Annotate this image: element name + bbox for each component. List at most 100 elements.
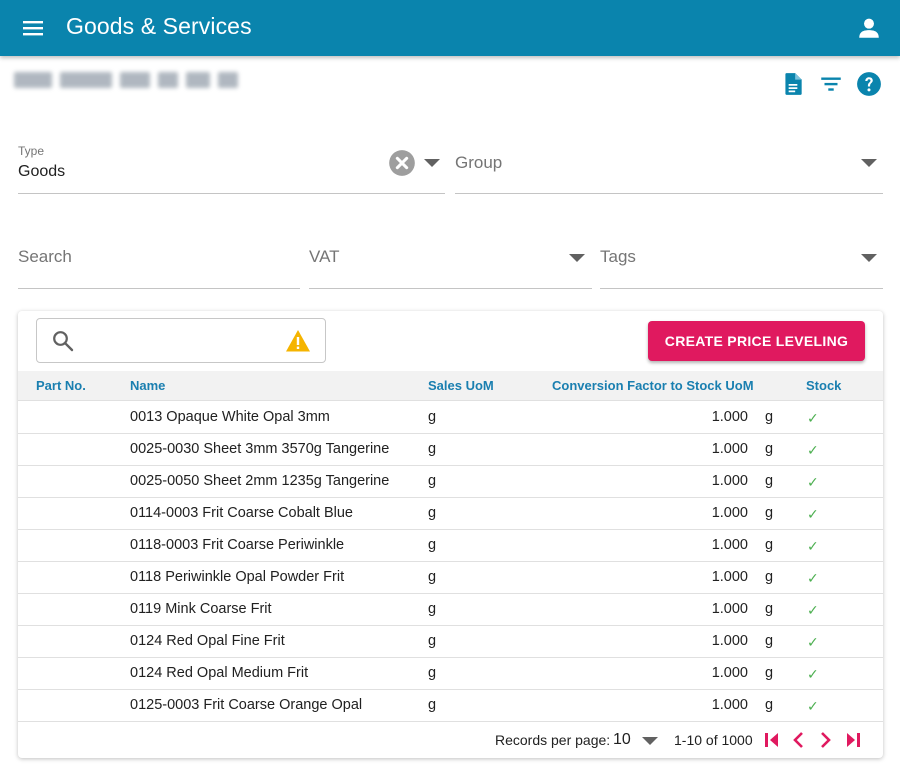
cell-conversion-factor: 1.000 xyxy=(711,601,748,617)
cell-conversion-factor: 1.000 xyxy=(711,569,748,585)
group-placeholder: Group xyxy=(455,153,503,172)
cell-stock-uom: g xyxy=(765,633,774,649)
vat-dropdown-icon[interactable] xyxy=(569,254,585,262)
column-header-stock[interactable]: Stock xyxy=(806,378,842,393)
cell-name: 0124 Red Opal Fine Frit xyxy=(130,633,285,649)
stock-check-icon: ✓ xyxy=(807,410,819,426)
cell-stock-uom: g xyxy=(765,537,774,553)
cell-name: 0013 Opaque White Opal 3mm xyxy=(130,409,330,425)
document-icon[interactable] xyxy=(780,71,806,97)
menu-icon[interactable] xyxy=(20,16,46,40)
cell-name: 0114-0003 Frit Coarse Cobalt Blue xyxy=(130,505,353,521)
account-icon[interactable] xyxy=(856,15,882,41)
cell-sales-uom: g xyxy=(428,505,437,521)
cell-stock-uom: g xyxy=(765,441,774,457)
table-row[interactable]: 0125-0003 Frit Coarse Orange Opal g 1.000 g… xyxy=(18,690,883,722)
table-row[interactable]: 0119 Mink Coarse Frit g 1.000 g ✓ xyxy=(18,594,883,626)
table-search-input[interactable] xyxy=(91,327,281,355)
column-header-sales-uom[interactable]: Sales UoM xyxy=(428,378,494,393)
table-row[interactable]: 0118-0003 Frit Coarse Periwinkle g 1.000 g ✓ xyxy=(18,530,883,562)
vat-placeholder: VAT xyxy=(309,247,340,266)
type-select[interactable]: Type Goods xyxy=(18,138,445,194)
search-placeholder: Search xyxy=(18,247,72,266)
cell-sales-uom: g xyxy=(428,633,437,649)
filter-icon[interactable] xyxy=(818,71,844,97)
group-select[interactable]: Group xyxy=(455,138,883,194)
cell-name: 0118-0003 Frit Coarse Periwinkle xyxy=(130,537,345,553)
cell-sales-uom: g xyxy=(428,409,437,425)
cell-sales-uom: g xyxy=(428,601,437,617)
cell-sales-uom: g xyxy=(428,697,437,713)
cell-stock-uom: g xyxy=(765,665,774,681)
group-dropdown-icon[interactable] xyxy=(861,159,877,167)
cell-conversion-factor: 1.000 xyxy=(711,441,748,457)
column-header-conversion-factor[interactable]: Conversion Factor to Stock UoM xyxy=(552,378,754,393)
cell-stock-uom: g xyxy=(765,505,774,521)
search-field[interactable]: Search xyxy=(18,235,300,289)
first-page-icon[interactable] xyxy=(762,729,782,751)
redacted-company-name xyxy=(14,72,238,88)
column-header-name[interactable]: Name xyxy=(130,378,166,393)
search-icon xyxy=(53,331,74,352)
stock-check-icon: ✓ xyxy=(807,442,819,458)
next-page-icon[interactable] xyxy=(815,729,835,751)
clear-icon[interactable] xyxy=(388,149,416,177)
pagination-range: 1-10 of 1000 xyxy=(674,732,753,748)
tags-placeholder: Tags xyxy=(600,247,636,266)
cell-name: 0125-0003 Frit Coarse Orange Opal xyxy=(130,697,363,713)
create-price-leveling-button[interactable]: CREATE PRICE LEVELING xyxy=(648,321,865,361)
cell-name: 0124 Red Opal Medium Frit xyxy=(130,665,309,681)
cell-stock-uom: g xyxy=(765,409,774,425)
warning-icon xyxy=(286,330,310,352)
cell-stock-uom: g xyxy=(765,697,774,713)
table-row[interactable]: 0118 Periwinkle Opal Powder Frit g 1.000 g ✓ xyxy=(18,562,883,594)
cell-name: 0119 Mink Coarse Frit xyxy=(130,601,272,617)
type-label: Type xyxy=(18,144,45,158)
stock-check-icon: ✓ xyxy=(807,698,819,714)
cell-stock-uom: g xyxy=(765,601,774,617)
app-bar: Goods & Services xyxy=(0,0,900,56)
previous-page-icon[interactable] xyxy=(789,729,809,751)
cell-name: 0118 Periwinkle Opal Powder Frit xyxy=(130,569,345,585)
cell-conversion-factor: 1.000 xyxy=(711,473,748,489)
cell-stock-uom: g xyxy=(765,569,774,585)
table-row[interactable]: 0025-0030 Sheet 3mm 3570g Tangerine g 1.00… xyxy=(18,434,883,466)
cell-conversion-factor: 1.000 xyxy=(711,697,748,713)
page-title: Goods & Services xyxy=(66,13,252,39)
cell-conversion-factor: 1.000 xyxy=(711,537,748,553)
cell-sales-uom: g xyxy=(428,665,437,681)
table-row[interactable]: 0124 Red Opal Medium Frit g 1.000 g ✓ xyxy=(18,658,883,690)
table-search-box[interactable] xyxy=(36,318,326,363)
table-row[interactable]: 0025-0050 Sheet 2mm 1235g Tangerine g 1.00… xyxy=(18,466,883,498)
stock-check-icon: ✓ xyxy=(807,634,819,650)
cell-conversion-factor: 1.000 xyxy=(711,633,748,649)
stock-check-icon: ✓ xyxy=(807,538,819,554)
stock-check-icon: ✓ xyxy=(807,474,819,490)
column-header-part-no[interactable]: Part No. xyxy=(36,378,86,393)
cell-sales-uom: g xyxy=(428,569,437,585)
cell-sales-uom: g xyxy=(428,537,437,553)
table-row[interactable]: 0013 Opaque White Opal 3mm g 1.000 g ✓ xyxy=(18,402,883,434)
tags-dropdown-icon[interactable] xyxy=(861,254,877,262)
cell-name: 0025-0030 Sheet 3mm 3570g Tangerine xyxy=(130,441,390,457)
stock-check-icon: ✓ xyxy=(807,602,819,618)
records-per-page-dropdown-icon[interactable] xyxy=(642,737,658,745)
cell-sales-uom: g xyxy=(428,441,437,457)
cell-conversion-factor: 1.000 xyxy=(711,409,748,425)
type-value: Goods xyxy=(18,163,66,180)
last-page-icon[interactable] xyxy=(843,729,863,751)
stock-check-icon: ✓ xyxy=(807,666,819,682)
records-per-page-label: Records per page: xyxy=(495,732,611,748)
stock-check-icon: ✓ xyxy=(807,570,819,586)
table-row[interactable]: 0124 Red Opal Fine Frit g 1.000 g ✓ xyxy=(18,626,883,658)
cell-sales-uom: g xyxy=(428,473,437,489)
vat-select[interactable]: VAT xyxy=(309,235,592,289)
goods-table-card: CREATE PRICE LEVELING Part No. Name Sale… xyxy=(18,311,883,758)
records-per-page-value[interactable]: 10 xyxy=(613,731,631,748)
tags-select[interactable]: Tags xyxy=(600,235,883,289)
cell-conversion-factor: 1.000 xyxy=(711,505,748,521)
type-dropdown-icon[interactable] xyxy=(424,159,440,167)
table-row[interactable]: 0114-0003 Frit Coarse Cobalt Blue g 1.000 g… xyxy=(18,498,883,530)
table-header: Part No. Name Sales UoM Conversion Facto… xyxy=(18,371,883,401)
help-icon[interactable] xyxy=(856,71,882,97)
